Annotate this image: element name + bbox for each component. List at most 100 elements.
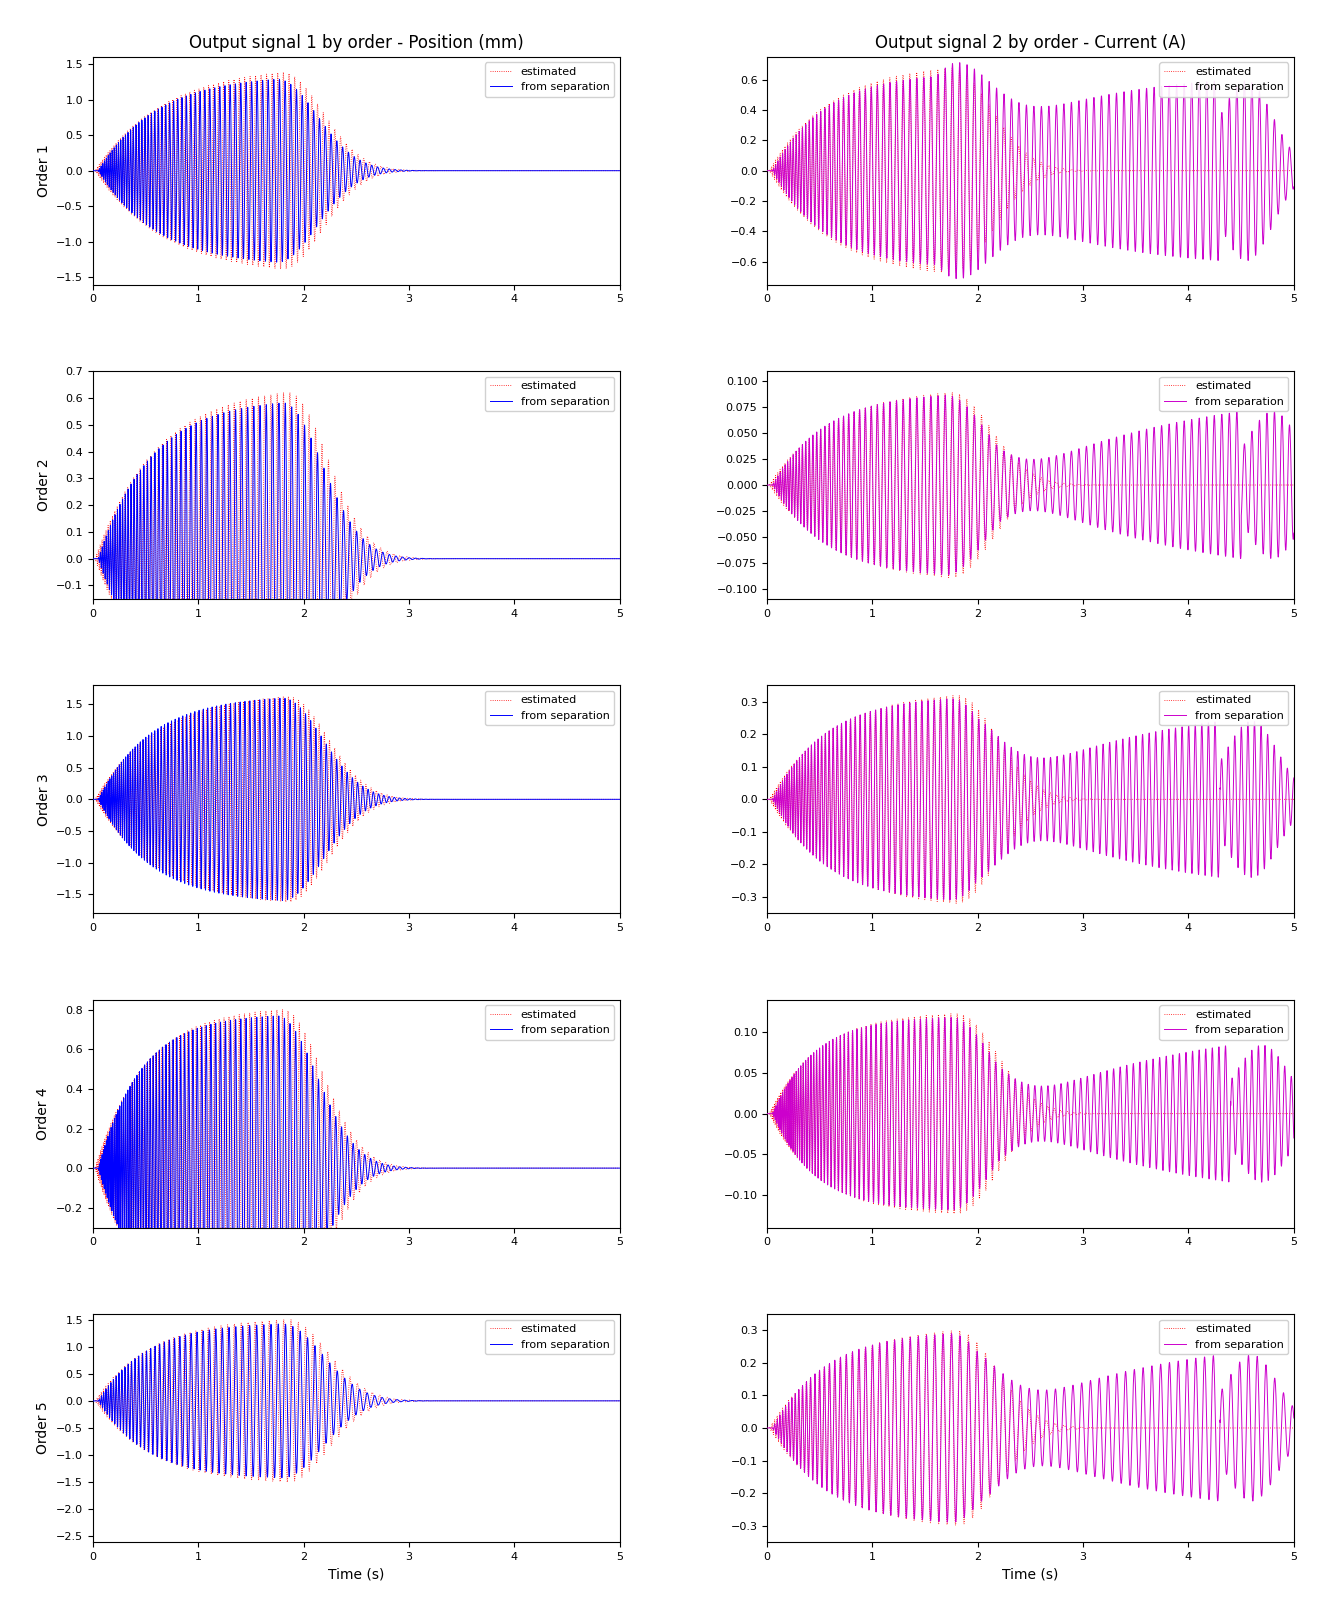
Line: from separation: from separation: [767, 396, 1294, 575]
Line: estimated: estimated: [93, 73, 620, 269]
from separation: [1178, 463, 1194, 482]
Line: estimated: estimated: [93, 696, 620, 902]
estimated: [504, 1159, 520, 1178]
X-axis label: Time (s): Time (s): [328, 1568, 385, 1581]
Legend: estimated, from separation: estimated, from separation: [486, 1005, 614, 1040]
from separation: [419, 1159, 435, 1178]
estimated: [504, 789, 520, 808]
from separation: [85, 549, 101, 568]
Title: Output signal 1 by order - Position (mm): Output signal 1 by order - Position (mm): [188, 34, 524, 52]
Line: estimated: estimated: [767, 68, 1294, 273]
estimated: [85, 790, 101, 810]
from separation: [950, 474, 966, 493]
Line: estimated: estimated: [767, 1331, 1294, 1526]
Line: from separation: from separation: [767, 700, 1294, 899]
from separation: [85, 790, 101, 810]
estimated: [1071, 474, 1087, 493]
from separation: [1286, 1409, 1302, 1428]
from separation: [945, 690, 961, 709]
estimated: [950, 1031, 966, 1050]
from separation: [111, 1373, 127, 1393]
estimated: [1093, 476, 1109, 495]
estimated: [504, 549, 520, 568]
from separation: [85, 1159, 101, 1178]
from separation: [1093, 91, 1109, 110]
estimated: [281, 383, 297, 403]
from separation: [1093, 768, 1109, 787]
estimated: [950, 1402, 966, 1422]
from separation: [943, 1324, 959, 1344]
from separation: [612, 161, 628, 180]
from separation: [276, 789, 292, 808]
Line: estimated: estimated: [767, 393, 1294, 578]
estimated: [276, 1134, 292, 1154]
from separation: [1286, 523, 1302, 542]
estimated: [1178, 1419, 1194, 1438]
estimated: [1093, 789, 1109, 808]
estimated: [275, 1000, 291, 1019]
from separation: [1093, 1433, 1109, 1453]
from separation: [1093, 1096, 1109, 1115]
from separation: [1149, 534, 1165, 553]
from separation: [276, 1048, 292, 1068]
Y-axis label: Order 3: Order 3: [37, 773, 50, 826]
from separation: [268, 1311, 284, 1331]
estimated: [397, 161, 413, 180]
from separation: [759, 790, 775, 810]
from separation: [1149, 812, 1165, 831]
estimated: [111, 193, 127, 213]
from separation: [612, 1391, 628, 1410]
from separation: [951, 54, 967, 73]
estimated: [272, 1316, 288, 1336]
from separation: [504, 161, 520, 180]
estimated: [941, 568, 957, 588]
estimated: [1178, 161, 1194, 180]
estimated: [612, 1159, 628, 1178]
from separation: [759, 161, 775, 180]
from separation: [276, 161, 292, 180]
Line: estimated: estimated: [767, 1013, 1294, 1214]
from separation: [504, 1159, 520, 1178]
from separation: [612, 1159, 628, 1178]
from separation: [276, 547, 292, 566]
from separation: [397, 1391, 413, 1410]
estimated: [612, 790, 628, 810]
estimated: [786, 781, 802, 800]
from separation: [271, 1315, 287, 1334]
estimated: [280, 1472, 296, 1492]
X-axis label: Time (s): Time (s): [1002, 1568, 1059, 1581]
from separation: [940, 1199, 955, 1219]
Line: estimated: estimated: [767, 696, 1294, 904]
from separation: [1286, 768, 1302, 787]
from separation: [786, 787, 802, 807]
from separation: [937, 386, 953, 406]
estimated: [1149, 161, 1165, 180]
estimated: [111, 1388, 127, 1407]
estimated: [1149, 1104, 1165, 1123]
estimated: [786, 1096, 802, 1115]
Y-axis label: Order 1: Order 1: [37, 144, 50, 196]
Legend: estimated, from separation: estimated, from separation: [1160, 1005, 1289, 1040]
estimated: [276, 696, 292, 716]
Legend: estimated, from separation: estimated, from separation: [486, 1319, 614, 1354]
estimated: [612, 161, 628, 180]
estimated: [759, 476, 775, 495]
from separation: [1149, 1120, 1165, 1139]
estimated: [475, 1159, 491, 1178]
from separation: [759, 476, 775, 495]
estimated: [276, 1310, 292, 1329]
from separation: [504, 549, 520, 568]
estimated: [85, 549, 101, 568]
from separation: [1071, 91, 1087, 110]
estimated: [786, 459, 802, 479]
from separation: [1071, 438, 1087, 458]
Line: from separation: from separation: [767, 63, 1294, 279]
from separation: [397, 550, 413, 570]
from separation: [1286, 177, 1302, 196]
from separation: [276, 1391, 292, 1410]
from separation: [271, 1006, 287, 1026]
from separation: [759, 1104, 775, 1123]
estimated: [1286, 476, 1302, 495]
estimated: [1149, 1419, 1165, 1438]
from separation: [1178, 144, 1194, 164]
